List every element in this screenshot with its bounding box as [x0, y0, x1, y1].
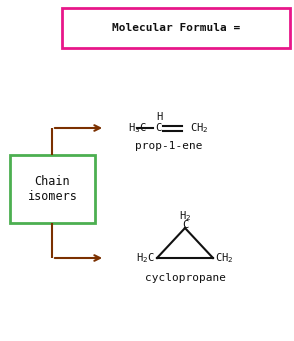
Text: CH$_2$: CH$_2$ [215, 251, 233, 265]
Text: H: H [156, 112, 162, 122]
Text: Chain
isomers: Chain isomers [28, 175, 77, 203]
Text: prop-1-ene: prop-1-ene [135, 141, 203, 151]
Text: C: C [182, 220, 188, 230]
Bar [10, 155, 95, 223]
Text: C: C [155, 123, 161, 133]
Text: cyclopropane: cyclopropane [144, 273, 225, 283]
Text: CH$_2$: CH$_2$ [190, 121, 208, 135]
Bar [62, 8, 290, 48]
Text: Molecular Formula =: Molecular Formula = [112, 23, 240, 33]
Text: H$_2$C: H$_2$C [136, 251, 155, 265]
Text: H$_2$: H$_2$ [179, 209, 191, 223]
Text: H$_3$C: H$_3$C [128, 121, 147, 135]
